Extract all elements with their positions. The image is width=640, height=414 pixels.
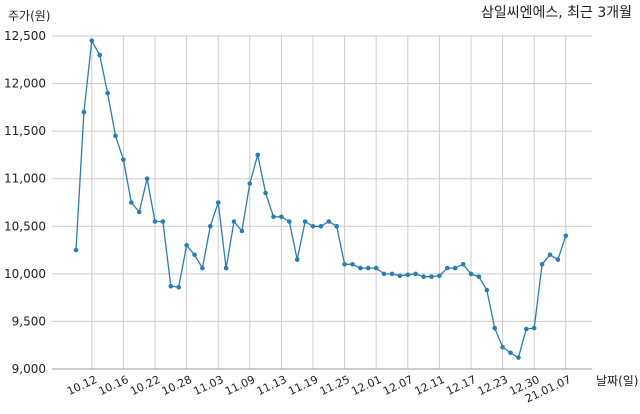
data-point xyxy=(231,219,237,224)
y-tick-label: 12,500 xyxy=(4,29,46,43)
data-point xyxy=(492,325,498,331)
x-tick-label: 12.11 xyxy=(413,373,447,398)
data-point xyxy=(113,133,118,139)
data-point xyxy=(381,271,387,277)
data-point xyxy=(294,257,300,262)
data-point xyxy=(287,219,292,224)
x-axis-label: 날짜(일) xyxy=(596,374,638,388)
data-point xyxy=(279,214,284,220)
x-tick-label: 11.13 xyxy=(255,373,289,398)
data-point xyxy=(176,284,181,290)
price-points xyxy=(73,38,569,360)
data-point xyxy=(239,228,245,234)
data-point xyxy=(152,219,158,224)
x-tick-label: 10.12 xyxy=(65,373,99,398)
data-point xyxy=(373,265,379,271)
data-point xyxy=(555,257,561,262)
data-point xyxy=(271,214,276,220)
data-point xyxy=(223,265,229,271)
data-point xyxy=(89,38,95,44)
data-point xyxy=(460,262,466,267)
x-tick-label: 11.19 xyxy=(286,373,320,398)
data-point xyxy=(263,190,268,196)
x-axis-ticks: 10.1210.1610.2210.2811.0311.0911.1311.19… xyxy=(65,373,573,405)
x-tick-label: 11.25 xyxy=(318,373,352,398)
data-point xyxy=(389,271,395,277)
x-tick-label: 12.07 xyxy=(381,373,415,398)
x-tick-label: 11.09 xyxy=(223,373,257,398)
y-tick-label: 11,500 xyxy=(4,124,46,138)
data-point xyxy=(255,152,260,158)
x-tick-label: 12.23 xyxy=(476,373,510,398)
data-point xyxy=(468,271,474,277)
data-point xyxy=(184,243,189,248)
data-point xyxy=(429,274,434,280)
data-point xyxy=(452,265,458,271)
data-point xyxy=(547,252,553,258)
data-point xyxy=(516,355,521,360)
price-line xyxy=(75,38,567,359)
data-point xyxy=(405,272,411,278)
y-tick-label: 9,000 xyxy=(12,362,46,376)
data-point xyxy=(342,262,347,267)
data-point xyxy=(247,181,253,186)
data-point xyxy=(81,109,87,115)
data-point xyxy=(168,283,174,289)
data-point xyxy=(397,273,403,279)
y-axis-label: 주가(원) xyxy=(8,9,50,23)
y-tick-label: 9,500 xyxy=(12,314,46,328)
data-point xyxy=(350,262,355,267)
data-point xyxy=(97,52,102,58)
x-tick-label: 10.16 xyxy=(97,373,131,398)
data-point xyxy=(421,274,426,280)
data-point xyxy=(121,157,126,162)
y-tick-label: 10,000 xyxy=(4,267,46,281)
data-point xyxy=(539,262,545,267)
data-point xyxy=(192,252,197,258)
data-point xyxy=(524,326,529,332)
y-tick-label: 12,000 xyxy=(4,77,46,91)
data-point xyxy=(160,219,166,224)
data-point xyxy=(500,344,505,350)
data-point xyxy=(531,325,537,331)
data-point xyxy=(413,271,419,277)
x-tick-label: 10.22 xyxy=(128,373,162,398)
data-point xyxy=(445,265,450,271)
x-tick-label: 11.03 xyxy=(191,373,225,398)
y-tick-label: 10,500 xyxy=(4,219,46,233)
data-point xyxy=(437,273,442,279)
data-point xyxy=(136,209,142,215)
data-point xyxy=(215,200,221,205)
data-point xyxy=(144,176,150,181)
data-point xyxy=(358,265,363,271)
data-point xyxy=(326,219,332,224)
y-axis-ticks: 9,000 9,500 10,000 10,500 11,000 11,500 12,000… xyxy=(4,29,46,376)
data-point xyxy=(302,219,308,224)
chart-title: 삼일씨엔에스, 최근 3개월 xyxy=(481,5,632,21)
data-point xyxy=(310,224,316,229)
data-point xyxy=(200,265,205,271)
data-point xyxy=(105,90,110,96)
data-point xyxy=(563,233,569,239)
x-tick-label: 10.28 xyxy=(160,373,194,398)
data-point xyxy=(73,247,79,253)
y-tick-label: 11,000 xyxy=(4,172,46,186)
data-point xyxy=(508,350,513,356)
x-tick-label: 12.17 xyxy=(444,373,478,398)
x-tick-label: 12.01 xyxy=(349,373,383,398)
data-point xyxy=(476,274,482,280)
data-point xyxy=(318,224,324,229)
data-point xyxy=(129,200,134,205)
data-point xyxy=(208,224,213,229)
data-point xyxy=(484,287,490,293)
data-point xyxy=(334,224,340,229)
data-point xyxy=(366,265,371,271)
